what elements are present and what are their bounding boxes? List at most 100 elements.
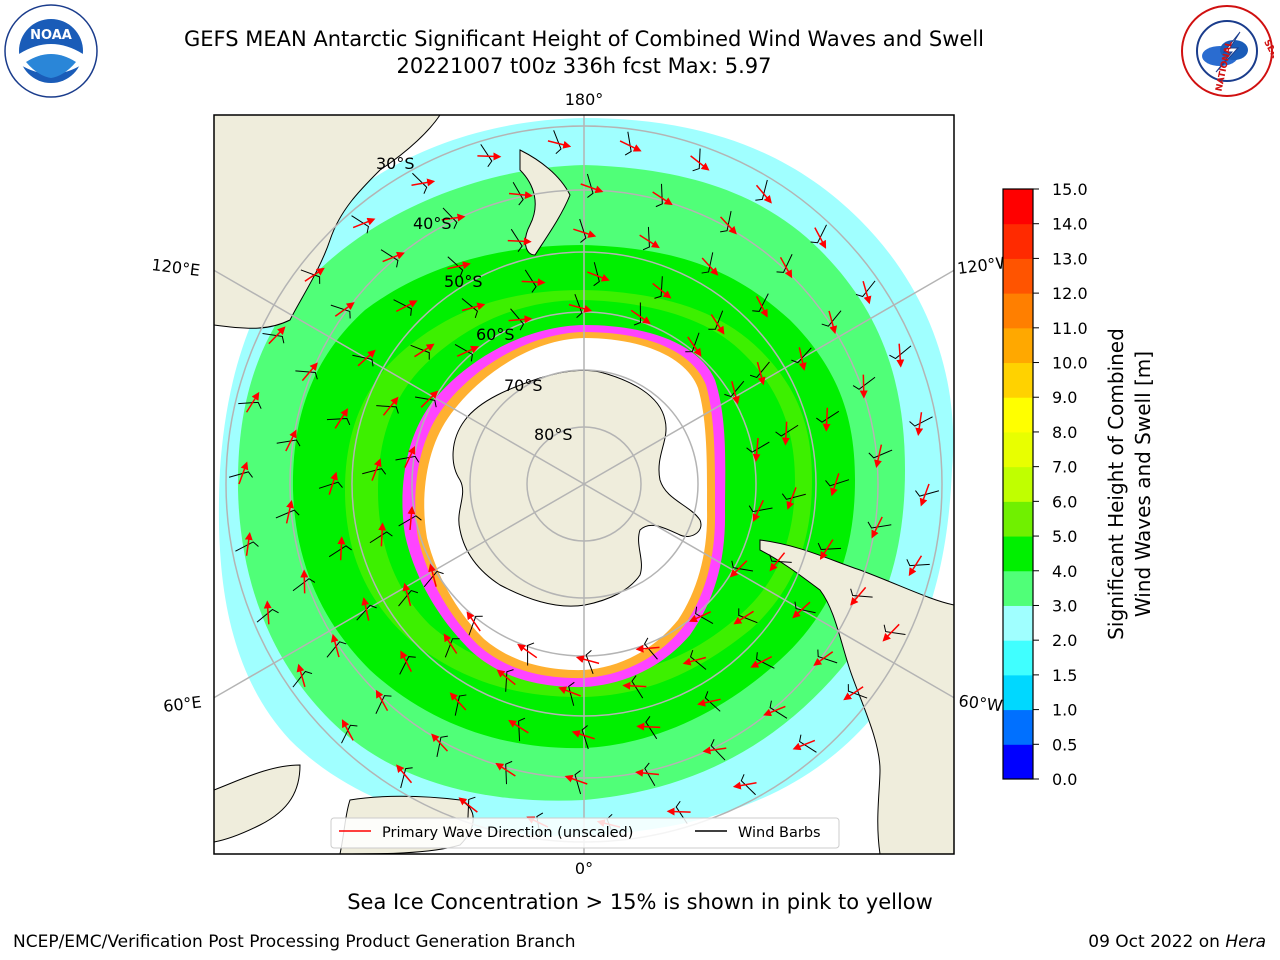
colorbar-cell [1003, 709, 1033, 745]
wave-direction-arrow [635, 768, 660, 777]
wind-barb [776, 254, 793, 273]
wave-direction-arrow [587, 271, 610, 282]
wave-direction-arrow [395, 300, 418, 313]
wind-barb [238, 401, 262, 409]
wind-barb [351, 215, 369, 234]
graticule [214, 115, 954, 854]
nws-logo: NATIONAL SERVICE [1181, 5, 1274, 97]
wind-barb [817, 649, 838, 664]
wind-barb [454, 694, 467, 716]
wind-barb [817, 542, 842, 550]
colorbar-cell [1003, 258, 1033, 294]
wind-barb [275, 509, 300, 519]
wave-direction-arrow [449, 692, 467, 711]
wind-barb [461, 298, 479, 319]
wave-direction-arrow [697, 698, 721, 707]
wave-direction-arrow [850, 586, 867, 606]
wind-barb [645, 716, 658, 740]
wave-direction-arrow [558, 686, 581, 697]
wind-barb [781, 493, 806, 500]
wave-direction-arrow [732, 781, 757, 790]
wave-direction-arrow [828, 310, 838, 335]
wave-direction-arrow [300, 569, 309, 594]
wind-barb [685, 332, 700, 353]
colorbar-label-line1: Significant Height of Combined [1104, 328, 1128, 640]
wave-direction-arrow [304, 267, 325, 282]
wind-barb [352, 354, 374, 367]
wave-direction-arrow [285, 429, 297, 452]
wave-direction-arrow [466, 611, 481, 632]
wind-barb [586, 173, 594, 198]
wind-barb [847, 684, 868, 699]
wave-direction-arrow [859, 374, 868, 399]
colorbar-tick-label: 5.0 [1052, 527, 1077, 546]
wind-barb [633, 302, 641, 326]
wind-barb [262, 332, 285, 344]
wind-barb [276, 439, 301, 447]
wave-direction-arrow [263, 600, 272, 625]
wave-direction-arrow [756, 361, 766, 386]
colorbar-tick-label: 2.0 [1052, 631, 1077, 650]
lat-label-70s: 70°S [504, 376, 543, 395]
wave-direction-arrow [798, 347, 807, 371]
wave-direction-arrow [238, 461, 249, 485]
wave-direction-arrow [731, 381, 740, 405]
wind-barb [447, 256, 464, 277]
footer-date-text: 09 Oct 2022 on [1088, 932, 1220, 952]
wave-direction-arrow [547, 140, 572, 149]
wave-direction-arrow [564, 774, 588, 785]
colorbar-cell [1003, 397, 1033, 433]
wave-direction-arrow [414, 343, 435, 358]
colorbar-cell [1003, 744, 1033, 780]
map-legend: Primary Wave Direction (unscaled) Wind B… [330, 817, 840, 849]
wave-direction-arrow [690, 155, 710, 171]
chart-title: GEFS MEAN Antarctic Significant Height o… [183, 27, 985, 51]
lon-label-0: 0° [575, 859, 593, 878]
wind-barb [708, 310, 724, 330]
wave-direction-arrow [407, 506, 416, 531]
wind-barb [518, 717, 526, 742]
wind-barb [527, 642, 535, 666]
wind-barb [749, 361, 770, 379]
wind-barb [574, 770, 582, 795]
wave-direction-arrow [517, 643, 538, 659]
chart-subtitle: 20221007 t00z 336h fcst Max: 5.97 [396, 54, 772, 78]
wind-barb [724, 380, 745, 398]
wind-barb [235, 541, 259, 552]
wave-direction-arrow [687, 336, 702, 357]
lat-label-60s: 60°S [476, 325, 515, 344]
colorbar-cell [1003, 431, 1033, 468]
wave-direction-arrow [508, 315, 533, 324]
wave-direction-arrows [238, 140, 930, 828]
wave-direction-arrow [896, 343, 905, 368]
wind-barb [799, 734, 817, 753]
wind-barb [256, 608, 279, 623]
wave-direction-arrow [404, 445, 416, 468]
wind-barb [380, 249, 399, 268]
wave-direction-arrow [702, 746, 727, 755]
wave-direction-arrow [822, 407, 831, 432]
wave-direction-arrow [268, 326, 286, 345]
wind-barb [524, 269, 537, 293]
lat-label-80s: 80°S [534, 425, 573, 444]
wave-direction-arrow [396, 764, 413, 784]
wind-barb [631, 675, 644, 699]
wind-barb [738, 608, 758, 624]
wind-barb [740, 774, 756, 796]
lat-label-40s: 40°S [413, 214, 452, 233]
wind-barb [393, 299, 412, 316]
wave-direction-arrow [428, 563, 437, 587]
wave-direction-arrow [622, 681, 647, 690]
wave-direction-arrow [862, 281, 872, 305]
colorbar-tick-label: 12.0 [1052, 284, 1088, 303]
wind-barb [883, 624, 906, 636]
wind-barb [444, 638, 460, 658]
wind-barb [410, 344, 430, 360]
wind-barb [341, 724, 358, 744]
colorbar-tick-label: 11.0 [1052, 319, 1088, 338]
wave-direction-arrow [285, 499, 294, 524]
wave-direction-arrow [639, 234, 660, 249]
wave-direction-arrow [508, 719, 529, 734]
wave-direction-arrow [814, 227, 827, 249]
wind-barb [906, 559, 930, 567]
